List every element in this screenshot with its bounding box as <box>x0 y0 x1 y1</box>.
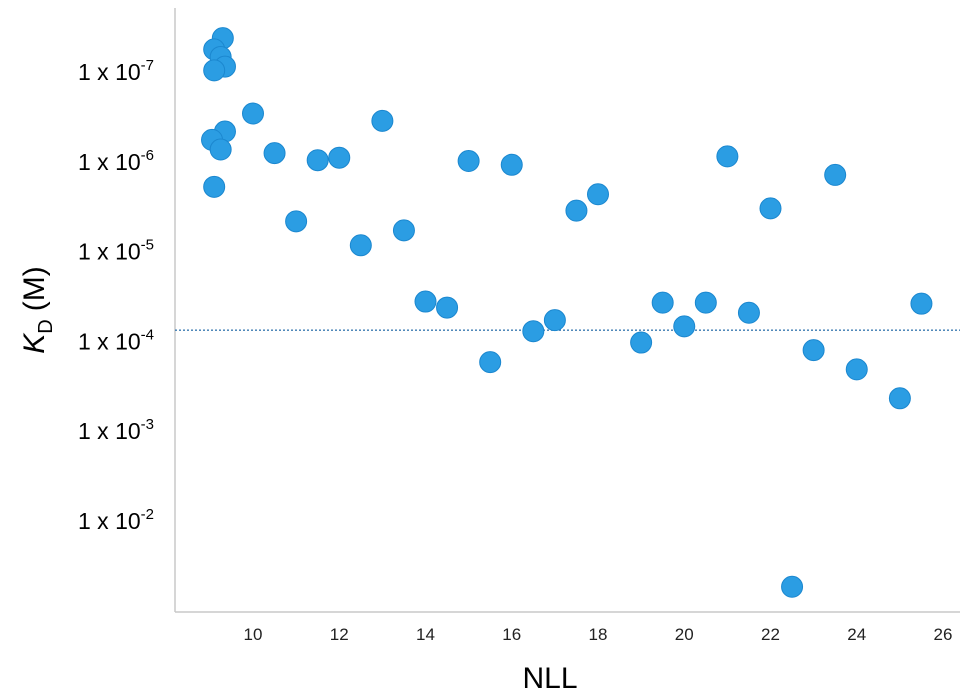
x-tick-label: 20 <box>675 625 694 644</box>
data-point <box>500 153 523 176</box>
data-point <box>392 219 415 242</box>
y-axis-symbol: K <box>18 332 51 354</box>
data-point <box>242 102 264 125</box>
data-point <box>349 234 372 257</box>
x-axis-title: NLL <box>522 662 577 695</box>
data-points <box>201 27 933 598</box>
data-point <box>306 149 329 172</box>
x-tick-label: 18 <box>589 625 608 644</box>
data-point <box>845 358 868 381</box>
data-point <box>716 145 739 168</box>
y-tick-label: 1 x 10-4 <box>78 326 154 354</box>
data-point <box>565 199 588 222</box>
y-tick-exponent: -4 <box>141 326 154 343</box>
axes <box>174 8 960 613</box>
data-point <box>587 183 609 206</box>
data-point <box>285 210 308 233</box>
x-tick-label: 12 <box>330 625 349 644</box>
data-point <box>651 291 674 314</box>
data-point <box>543 309 566 332</box>
y-axis-subscript: D <box>35 319 57 333</box>
y-tick-exponent: -7 <box>141 57 154 74</box>
data-point <box>673 315 696 338</box>
x-tick-label: 14 <box>416 625 435 644</box>
data-point <box>203 175 226 198</box>
data-point <box>737 301 760 324</box>
y-tick-base: 1 x 10 <box>78 328 141 354</box>
y-tick-exponent: -6 <box>141 147 154 164</box>
data-point <box>209 138 232 161</box>
y-tick-labels: 1 x 10-71 x 10-61 x 10-51 x 10-41 x 10-3… <box>78 57 154 534</box>
data-point <box>457 150 480 173</box>
y-tick-base: 1 x 10 <box>78 59 141 85</box>
y-tick-exponent: -3 <box>141 416 154 433</box>
x-tick-label: 24 <box>847 625 866 644</box>
y-axis-unit: (M) <box>18 266 51 311</box>
y-tick-label: 1 x 10-3 <box>78 416 154 444</box>
y-tick-base: 1 x 10 <box>78 149 141 175</box>
x-tick-labels: 10 12 14 16 18 20 22 24 26 <box>244 625 953 644</box>
data-point <box>436 296 459 319</box>
data-point <box>888 387 911 410</box>
data-point <box>824 163 847 186</box>
data-point <box>522 320 545 343</box>
y-tick-label: 1 x 10-6 <box>78 147 154 175</box>
data-point <box>802 339 825 362</box>
x-tick-label: 16 <box>502 625 521 644</box>
data-point <box>263 142 286 165</box>
y-tick-label: 1 x 10-7 <box>78 57 154 85</box>
data-point <box>371 109 394 132</box>
data-point <box>328 146 351 169</box>
y-tick-exponent: -2 <box>141 506 154 523</box>
y-tick-label: 1 x 10-5 <box>78 237 154 265</box>
y-tick-label: 1 x 10-2 <box>78 506 154 534</box>
x-tick-label: 22 <box>761 625 780 644</box>
data-point <box>414 290 437 313</box>
x-tick-label: 26 <box>934 625 953 644</box>
data-point <box>694 291 717 314</box>
y-tick-exponent: -5 <box>141 237 154 254</box>
y-axis-title: KD (M) <box>18 266 57 353</box>
y-tick-base: 1 x 10 <box>78 239 141 265</box>
data-point <box>781 575 804 598</box>
x-tick-label: 10 <box>244 625 263 644</box>
data-point <box>479 351 502 374</box>
data-point <box>759 197 782 220</box>
data-point <box>203 59 226 82</box>
y-tick-base: 1 x 10 <box>78 418 141 444</box>
y-tick-base: 1 x 10 <box>78 508 141 534</box>
data-point <box>630 331 653 354</box>
data-point <box>910 292 933 315</box>
